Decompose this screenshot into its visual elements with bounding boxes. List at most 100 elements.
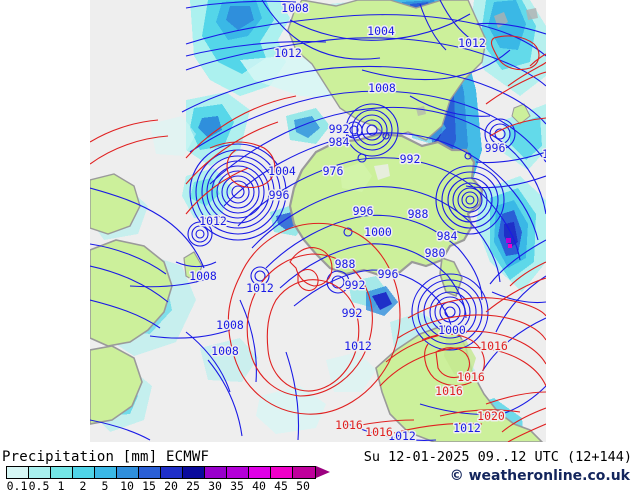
isobar-label-low: 1008: [211, 344, 239, 358]
isobar-label-low: 1012: [344, 339, 372, 353]
isobar-label-low: 992: [400, 152, 421, 166]
isobar-label-low-halo: 988: [408, 207, 429, 221]
isobar-label-low: 1008: [189, 269, 217, 283]
legend-swatch-5[interactable]: [95, 467, 117, 478]
isobar-label-low: 988: [335, 257, 356, 271]
legend-swatch-10[interactable]: [117, 467, 139, 478]
legend-tick-40: 40: [252, 479, 266, 493]
isobar-label-low-halo: 992: [400, 152, 421, 166]
isobar-label-low: 996: [378, 267, 399, 281]
legend-tick-10: 10: [120, 479, 134, 493]
isobars-high: [90, 35, 546, 442]
landmasses: [90, 0, 544, 442]
isobar-label-low: 984: [437, 229, 458, 243]
precipitation-map[interactable]: 1008 1008 1004 1004 1012 1012 1012 1012 1008 1008…: [90, 0, 546, 442]
isobar-label-low-halo: 976: [323, 164, 344, 178]
isobar-label-low-halo: 992: [342, 306, 363, 320]
isobar-label-low: 1012: [246, 281, 274, 295]
legend-tick-5: 5: [101, 479, 109, 493]
isobar-labels-low: 1008 1008 1004 1004 1012 1012 1012 1012 1008 1008…: [188, 0, 546, 442]
map-canvas[interactable]: 1008 1008 1004 1004 1012 1012 1012 1012 1008 1008…: [90, 0, 546, 442]
isobar-label-low-halo: 992: [345, 278, 366, 292]
isobar-label-high: 1016: [435, 384, 463, 398]
isobar-label-high: 1016: [457, 370, 485, 384]
isobar-label-low: 996: [485, 141, 506, 155]
isobar-label-low: 1012: [274, 46, 302, 60]
legend-tick-45: 45: [274, 479, 288, 493]
legend-tick-15: 15: [142, 479, 156, 493]
legend-swatch-40[interactable]: [249, 467, 271, 478]
isobar-label-low-halo: 1008: [189, 269, 217, 283]
legend-swatch-30[interactable]: [205, 467, 227, 478]
landmass-new-zealand: [511, 103, 531, 125]
isobar-label-low-halo: 992: [329, 122, 350, 136]
isobar-label-low: 988: [408, 207, 429, 221]
isobar-label-low-halo: 988: [335, 257, 356, 271]
legend-swatch-1[interactable]: [51, 467, 73, 478]
legend-tick-50: 50: [296, 479, 310, 493]
legend-swatch-35[interactable]: [227, 467, 249, 478]
isobar-label-low: 1008: [281, 1, 309, 15]
landmass-australia: [287, 0, 487, 141]
isobar-label-low-halo: 1012: [388, 429, 416, 442]
isobar-label-low-halo: 1008: [368, 81, 396, 95]
isobar-label-low-halo: 1004: [367, 24, 395, 38]
legend-swatch-25[interactable]: [183, 467, 205, 478]
isobar-label-high: 1016: [365, 425, 393, 439]
precipitation-legend[interactable]: 0.1 0.5 1 2 5 10 15 20 25 30 35 40 45 50: [6, 466, 330, 493]
isobar-label-low-halo: 1012: [274, 46, 302, 60]
legend-tick-25: 25: [186, 479, 200, 493]
landmass-south-america: [375, 325, 544, 442]
legend-tick-0.1: 0.1: [6, 479, 28, 493]
isobar-label-high-halo: 1016: [457, 370, 485, 384]
isobar-label-high-halo: 1016: [435, 384, 463, 398]
isobar-label-low-halo: 980: [425, 246, 446, 260]
landmass-africa-south: [90, 239, 173, 347]
isobar-label-low-halo: 1008: [542, 147, 546, 161]
legend-swatch-2[interactable]: [73, 467, 95, 478]
legend-tick-labels: 0.1 0.5 1 2 5 10 15 20 25 30 35 40 45 50: [6, 479, 316, 493]
legend-tick-35: 35: [230, 479, 244, 493]
legend-tick-0.5: 0.5: [28, 479, 50, 493]
legend-swatch-45[interactable]: [271, 467, 293, 478]
isobar-label-high: 1016: [335, 418, 363, 432]
isobar-label-low-halo: 1012: [199, 214, 227, 228]
legend-swatch-0.1[interactable]: [7, 467, 29, 478]
isobar-label-low-halo: 1008: [281, 1, 309, 15]
isobar-label-low-halo: 984: [437, 229, 458, 243]
isobar-label-low-halo: 984: [329, 135, 350, 149]
isobar-label-low: 1012: [199, 214, 227, 228]
isobar-label-low: 984: [329, 135, 350, 149]
isobar-label-low-halo: 1012: [458, 36, 486, 50]
isobar-label-low: 976: [323, 164, 344, 178]
legend-swatch-50[interactable]: [293, 467, 315, 478]
isobar-label-high-halo: 1020: [477, 409, 505, 423]
isobar-label-low-halo: 996: [485, 141, 506, 155]
isobar-label-low-halo: 1012: [344, 339, 372, 353]
landmass-northwest: [90, 173, 141, 235]
isobar-label-low-halo: 1008: [211, 344, 239, 358]
landmass-antarctica: [288, 132, 484, 278]
isobar-label-low: 1012: [388, 429, 416, 442]
isobar-label-low-halo: 1012: [453, 421, 481, 435]
legend-swatch-0.5[interactable]: [29, 467, 51, 478]
isobar-label-low: 1008: [216, 318, 244, 332]
isobar-label-low: 992: [342, 306, 363, 320]
legend-tick-2: 2: [79, 479, 87, 493]
isobar-label-low-halo: 996: [378, 267, 399, 281]
isobar-label-low: 1008: [368, 81, 396, 95]
legend-swatch-15[interactable]: [139, 467, 161, 478]
legend-tick-1: 1: [57, 479, 65, 493]
isobar-label-low: 992: [329, 122, 350, 136]
legend-title: Precipitation [mm] ECMWF: [2, 449, 210, 465]
isobar-label-low: 1004: [268, 164, 296, 178]
isobar-label-low: 1012: [453, 421, 481, 435]
isobar-label-high-halo: 1016: [480, 339, 508, 353]
legend-swatch-20[interactable]: [161, 467, 183, 478]
isobar-label-low-halo: 1000: [438, 323, 466, 337]
legend-color-bar[interactable]: [6, 466, 316, 479]
isobar-label-low: 1000: [438, 323, 466, 337]
isobar-label-low-halo: 1000: [364, 225, 392, 239]
legend-overflow-arrow: [316, 466, 330, 478]
